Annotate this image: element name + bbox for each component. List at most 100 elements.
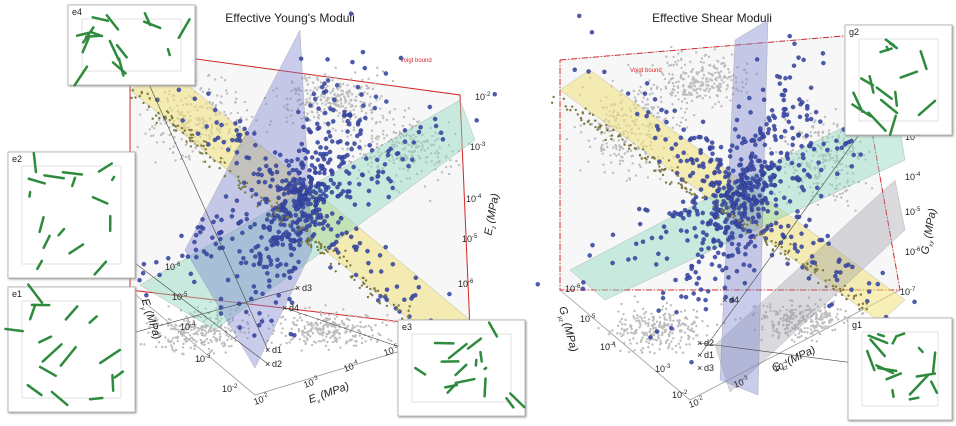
scatter-point [162,132,165,135]
scatter-point [382,162,388,167]
scatter-point [781,319,785,322]
scatter-point [667,345,671,348]
scatter-point [171,151,175,154]
scatter-point [880,270,885,276]
scatter-point [265,271,270,276]
scatter-point [277,208,280,212]
scatter-point [341,89,344,93]
scatter-point [303,335,306,338]
scatter-point [573,125,577,129]
scatter-point [354,95,358,99]
scatter-point [715,250,721,256]
scatter-point [586,69,591,74]
scatter-point [434,167,437,171]
scatter-point [774,241,778,244]
strut [875,364,895,375]
scatter-point [309,119,312,122]
scatter-point [664,307,668,311]
scatter-point [335,104,338,108]
scatter-point [579,124,583,127]
scatter-point [312,169,318,175]
strut [38,215,45,234]
scatter-point [725,87,728,91]
scatter-point [707,55,711,58]
scatter-point [273,205,278,211]
scatter-point [213,241,219,247]
scatter-point [812,154,815,157]
scatter-point [845,297,848,301]
axis-sub: xz [780,365,789,373]
scatter-point [354,115,358,119]
scatter-point [321,328,324,331]
scatter-point [436,179,440,182]
scatter-point [770,113,776,118]
scatter-point [838,136,841,139]
scatter-point [773,203,779,208]
scatter-point [687,173,693,179]
scatter-point [293,212,299,218]
scatter-point [734,145,740,150]
scatter-point [820,153,823,157]
strut [869,338,887,358]
scatter-point [290,327,293,331]
scatter-point [432,143,436,147]
scatter-point [816,268,819,271]
scatter-point [738,157,744,162]
scatter-point [785,326,789,329]
scatter-point [806,316,809,319]
scatter-point [243,331,246,335]
scatter-point [351,328,354,331]
scatter-point [708,96,712,99]
scatter-point [674,170,680,176]
scatter-point [460,140,463,143]
scatter-point [594,125,597,129]
scatter-point [614,144,617,147]
scatter-point [316,95,320,99]
scatter-point [852,180,855,183]
scatter-point [709,211,715,216]
scatter-point [181,352,184,355]
scatter-point [337,114,340,118]
strut [466,337,483,350]
scatter-point [313,96,318,102]
scatter-point [821,318,824,321]
scatter-point [369,148,375,153]
scatter-point [409,135,413,138]
scatter-point [179,332,183,336]
scatter-point [267,167,273,173]
scatter-point [192,320,195,323]
scatter-point [734,268,740,274]
scatter-point [434,139,437,142]
scatter-point [201,340,204,344]
scatter-point [635,342,639,345]
scatter-point [304,117,310,122]
scatter-point [640,239,646,244]
scatter-point [646,337,649,341]
scatter-point [799,312,802,315]
scatter-point [696,334,699,337]
tick-exp: -3 [665,364,671,370]
scatter-point [625,179,629,182]
scatter-point [349,133,353,137]
scatter-point [703,297,708,303]
scatter-point [663,229,669,235]
scatter-point [683,331,687,334]
scatter-point [736,242,742,247]
scatter-point [274,239,280,245]
scatter-point [806,164,809,168]
scatter-point [359,139,362,143]
scatter-point [671,126,674,129]
scatter-point [651,338,655,341]
scatter-point [741,136,746,142]
scatter-point [248,224,253,230]
scatter-point [689,70,693,73]
scatter-point [323,194,329,199]
scatter-point [707,90,711,93]
scatter-point [296,259,301,265]
plane [714,179,906,393]
scatter-point [409,137,413,141]
tick-label: 10-5 [580,314,596,324]
scatter-point [249,187,254,193]
scatter-point [319,109,323,113]
scatter-point [269,219,274,225]
